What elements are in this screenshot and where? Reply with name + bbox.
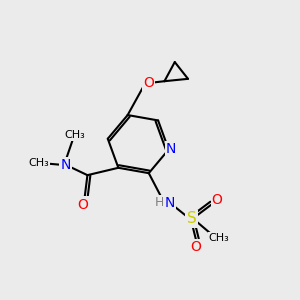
- Text: H: H: [154, 196, 164, 209]
- Text: N: N: [60, 158, 70, 172]
- Text: O: O: [190, 240, 201, 254]
- Text: O: O: [212, 193, 223, 207]
- Text: CH₃: CH₃: [65, 130, 85, 140]
- Text: O: O: [143, 76, 154, 90]
- Text: N: N: [164, 196, 175, 210]
- Text: N: N: [166, 142, 176, 157]
- Text: S: S: [187, 211, 196, 226]
- Text: CH₃: CH₃: [208, 233, 229, 243]
- Text: CH₃: CH₃: [28, 158, 49, 168]
- Text: O: O: [78, 198, 88, 212]
